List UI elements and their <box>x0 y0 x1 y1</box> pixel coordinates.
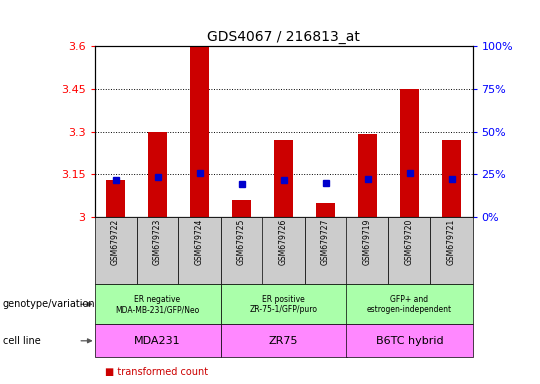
Bar <box>148 132 167 217</box>
Bar <box>316 203 335 217</box>
Bar <box>400 89 419 217</box>
Text: GSM679727: GSM679727 <box>321 219 330 265</box>
Text: GFP+ and
estrogen-independent: GFP+ and estrogen-independent <box>367 295 452 314</box>
Bar <box>358 134 377 217</box>
Text: B6TC hybrid: B6TC hybrid <box>376 336 443 346</box>
Text: genotype/variation: genotype/variation <box>3 299 96 310</box>
Text: GSM679725: GSM679725 <box>237 219 246 265</box>
Text: GSM679726: GSM679726 <box>279 219 288 265</box>
Bar <box>232 200 251 217</box>
Text: GSM679724: GSM679724 <box>195 219 204 265</box>
Title: GDS4067 / 216813_at: GDS4067 / 216813_at <box>207 30 360 44</box>
Text: ZR75: ZR75 <box>269 336 298 346</box>
Text: ■ transformed count: ■ transformed count <box>105 367 208 377</box>
Text: MDA231: MDA231 <box>134 336 181 346</box>
Text: GSM679722: GSM679722 <box>111 219 120 265</box>
Text: GSM679719: GSM679719 <box>363 219 372 265</box>
Text: ER positive
ZR-75-1/GFP/puro: ER positive ZR-75-1/GFP/puro <box>249 295 318 314</box>
Text: GSM679723: GSM679723 <box>153 219 162 265</box>
Text: GSM679721: GSM679721 <box>447 219 456 265</box>
Bar <box>274 140 293 217</box>
Text: ER negative
MDA-MB-231/GFP/Neo: ER negative MDA-MB-231/GFP/Neo <box>116 295 200 314</box>
Text: cell line: cell line <box>3 336 40 346</box>
Bar <box>442 140 461 217</box>
Text: GSM679720: GSM679720 <box>405 219 414 265</box>
Bar <box>190 46 209 217</box>
Bar <box>106 180 125 217</box>
